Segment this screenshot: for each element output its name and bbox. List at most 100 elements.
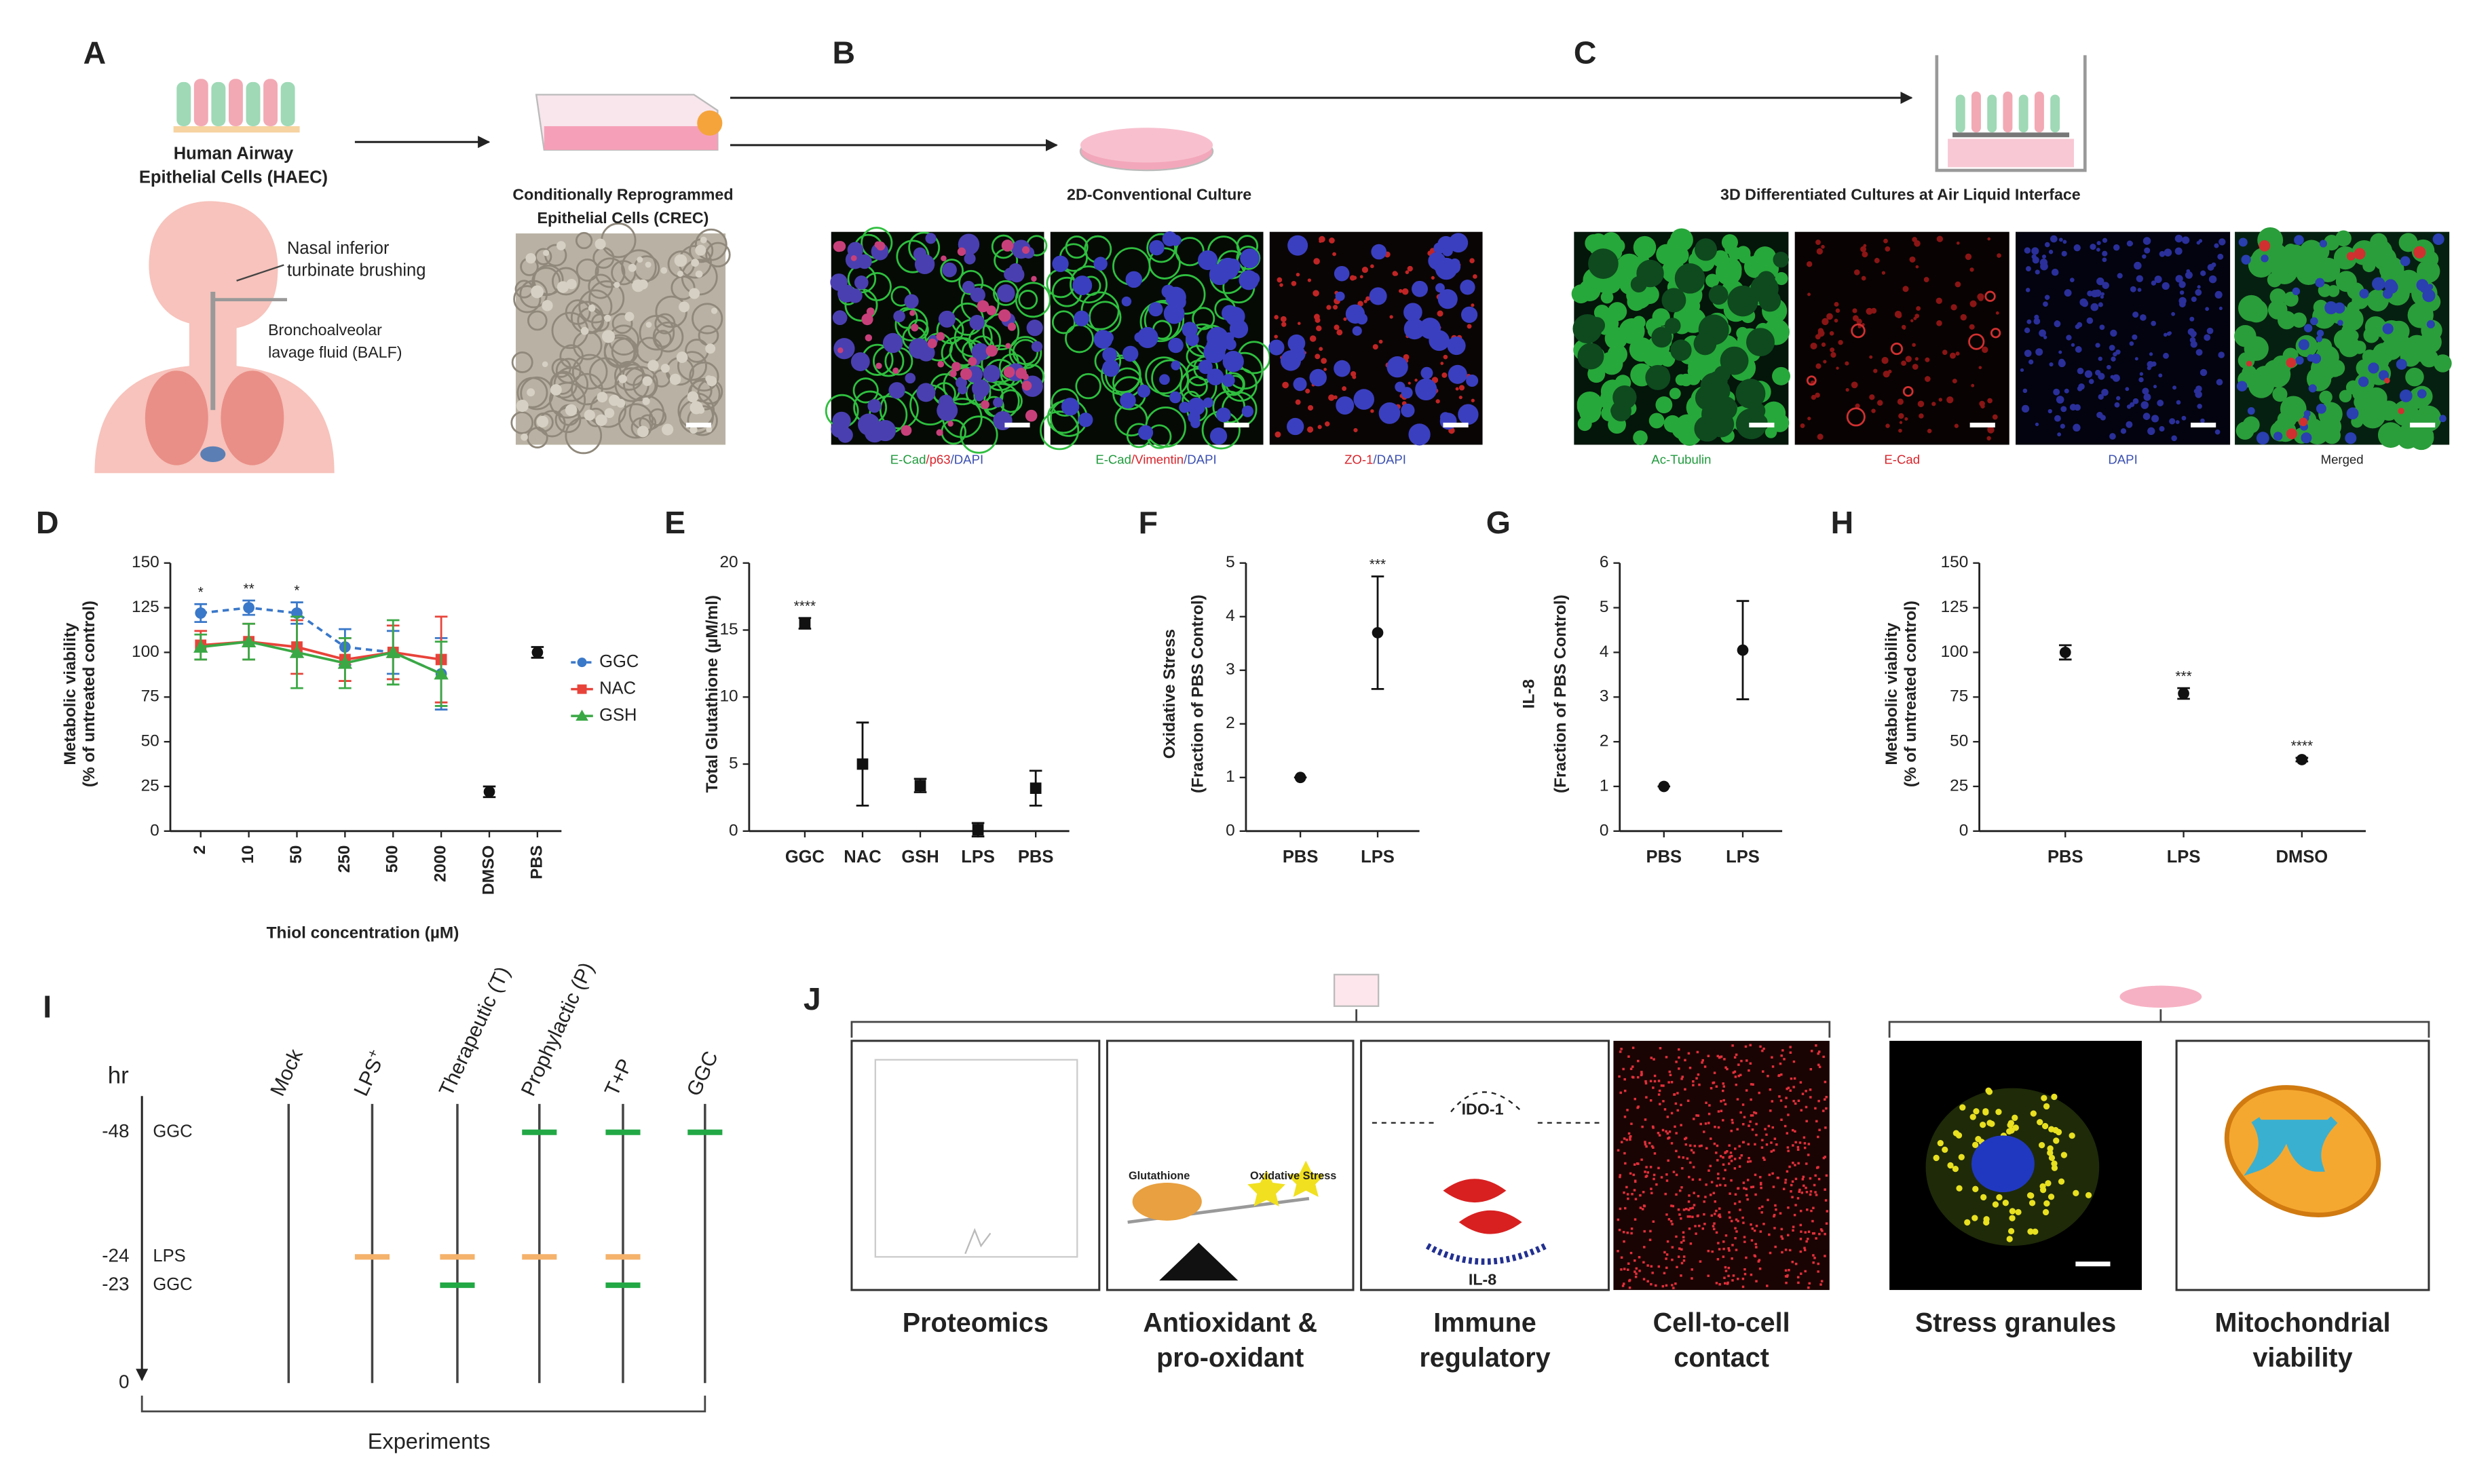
- arrows: [354, 92, 1913, 151]
- y-axis-label: Oxidative Stress: [1160, 629, 1179, 759]
- inner-label: IDO-1: [1462, 1100, 1504, 1118]
- scale-bar: [2075, 1261, 2111, 1267]
- culture-title: 2D-Conventional Culture: [1067, 185, 1251, 203]
- box-label: Antioxidant &: [1143, 1308, 1317, 1338]
- image-texture: [1617, 1044, 1829, 1289]
- significance: ***: [2175, 668, 2191, 684]
- caption-part: ZO-1: [1344, 453, 1373, 467]
- nucleus: [1971, 1135, 2035, 1192]
- x-tick-label: PBS: [1018, 848, 1054, 867]
- y-tick-label: 125: [132, 598, 159, 616]
- micrograph-texture: [516, 236, 718, 441]
- x-tick-label: 500: [383, 845, 402, 873]
- y-tick-label: 20: [719, 553, 738, 571]
- dish-icon: [2119, 985, 2202, 1008]
- content: A B C Human Airway Epithelial Cells (HAEC) Na…: [36, 35, 2430, 1453]
- micrograph: [2016, 231, 2231, 445]
- y-tick-label: 0: [1226, 821, 1235, 839]
- y-axis-label: (Fraction of PBS Control): [1551, 594, 1570, 793]
- inner-label: Glutathione: [1129, 1170, 1190, 1182]
- volcano-points: [964, 1228, 992, 1255]
- y-tick-label: 0: [1600, 821, 1609, 839]
- bracket: [1888, 1009, 2430, 1038]
- caption-part: /Vimentin: [1131, 453, 1184, 467]
- caption-part: /DAPI: [1184, 453, 1217, 467]
- data-point: [914, 780, 926, 792]
- box-label: Mitochondrial: [2215, 1308, 2391, 1338]
- caption-part: Merged: [2321, 453, 2364, 467]
- micrograph-texture: [1806, 290, 2001, 427]
- x-tick-label: PBS: [2047, 848, 2083, 867]
- y-axis-label: IL-8: [1520, 679, 1538, 708]
- caption-part: E-Cad: [890, 453, 926, 467]
- legend-label: GSH: [599, 706, 637, 725]
- significance: *: [294, 583, 299, 598]
- micrograph-texture: [510, 223, 731, 455]
- caption-part: E-Cad: [1095, 453, 1131, 467]
- image-caption: E-Cad/Vimentin/DAPI: [1095, 453, 1216, 467]
- data-point: [1294, 772, 1306, 784]
- panel-letter: D: [36, 505, 59, 540]
- x-tick-label: DMSO: [479, 845, 497, 895]
- y-tick-label: 10: [719, 687, 738, 706]
- scale-bar: [1969, 422, 1995, 427]
- significance: ****: [794, 598, 816, 614]
- x-tick-label: PBS: [1646, 848, 1682, 867]
- y-axis-label: (Fraction of PBS Control): [1189, 594, 1207, 793]
- image-caption: ZO-1/DAPI: [1344, 453, 1406, 467]
- time-label: 0: [119, 1371, 130, 1392]
- panel-letter: E: [664, 505, 685, 540]
- inner-label: Oxidative Stress: [1250, 1170, 1336, 1182]
- box-label: regulatory: [1419, 1343, 1550, 1373]
- y-tick-label: 0: [1959, 821, 1969, 839]
- y-tick-label: 1: [1226, 767, 1235, 786]
- x-tick-label: GGC: [785, 848, 825, 867]
- y-tick-label: 75: [141, 687, 159, 706]
- caption-part: E-Cad: [1884, 453, 1920, 467]
- data-point: [337, 655, 353, 669]
- data-point: [195, 607, 207, 619]
- panel-letter: J: [804, 981, 821, 1016]
- box: [1360, 1040, 1610, 1291]
- y-tick-label: 75: [1950, 687, 1968, 706]
- patient-illustration: [94, 201, 335, 474]
- axis-unit: hr: [108, 1063, 129, 1089]
- scale-bar: [1224, 422, 1249, 427]
- scale-bar: [2410, 422, 2436, 427]
- x-tick-label: 10: [239, 845, 257, 864]
- y-tick-label: 4: [1226, 607, 1235, 625]
- x-tick-label: LPS: [1361, 848, 1395, 867]
- volcano-plot: [874, 1059, 1078, 1258]
- micrograph-texture: [825, 227, 1051, 454]
- caption-part: /p63: [926, 453, 950, 467]
- image-caption: Ac-Tubulin: [1651, 453, 1711, 467]
- y-tick-label: 15: [719, 620, 738, 639]
- image-caption: E-Cad: [1884, 453, 1920, 467]
- sample-label: turbinate brushing: [287, 261, 426, 280]
- flask: [535, 94, 723, 151]
- y-axis-label: Total Glutathione (µM/ml): [703, 595, 721, 793]
- y-tick-label: 6: [1600, 553, 1609, 571]
- data-point: [2178, 687, 2189, 700]
- data-point: [2296, 754, 2308, 765]
- data-point: [1030, 782, 1042, 794]
- sample-label: Nasal inferior: [287, 239, 390, 258]
- y-axis-label: Metabolic viability: [61, 622, 79, 765]
- significance: ****: [2291, 738, 2314, 754]
- significance: ***: [1370, 557, 1386, 573]
- protein-red: [1443, 1179, 1522, 1234]
- scale-bar: [1004, 422, 1030, 427]
- micrograph: [1794, 231, 2009, 445]
- bracket: [850, 1009, 1831, 1038]
- panel-letter: B: [833, 35, 856, 71]
- transwell: [1935, 55, 2087, 172]
- data-point: [483, 786, 495, 798]
- y-tick-label: 2: [1600, 732, 1609, 750]
- x-tick-label: LPS: [2167, 848, 2201, 867]
- haec-icon: [173, 79, 300, 133]
- significance: *: [198, 585, 204, 601]
- y-axis-label: Metabolic viability: [1883, 622, 1901, 765]
- x-tick-label: GSH: [901, 848, 939, 867]
- data-point: [575, 709, 588, 721]
